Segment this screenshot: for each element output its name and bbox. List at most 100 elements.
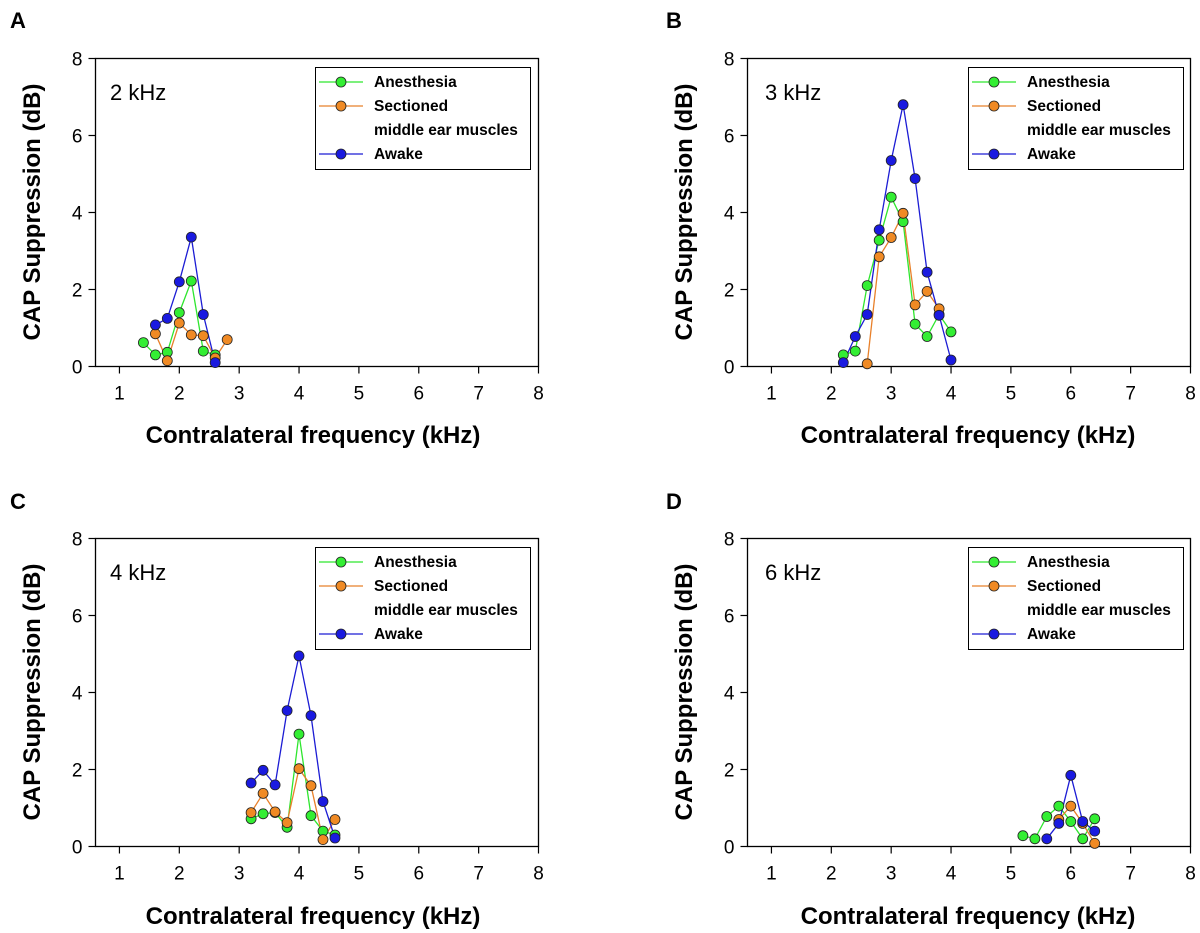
y-tick-label-b-2: 2	[724, 281, 735, 302]
series-line-sectioned-d	[1058, 805, 1096, 844]
x-tick-label-b-6: 6	[1065, 384, 1076, 405]
data-point-awake-b-0	[837, 357, 849, 369]
legend-c: Anesthesia Sectioned middle ear muscles …	[315, 547, 531, 650]
data-point-awake-a-0	[149, 319, 161, 331]
x-tick-label-a-5: 5	[354, 384, 365, 405]
y-tick-label-a-8: 8	[72, 50, 83, 71]
data-point-awake-c-5	[305, 710, 317, 721]
data-point-anesthesia-a-1	[149, 349, 161, 361]
data-point-awake-c-0	[245, 777, 257, 789]
data-point-sectioned-c-4	[293, 763, 305, 775]
panel-label-d: D	[666, 489, 682, 514]
data-point-anesthesia-c-4	[293, 728, 305, 740]
x-tick-label-a-2: 2	[174, 384, 185, 405]
condition-frequency-c: 4 kHz	[110, 560, 166, 585]
data-point-anesthesia-c-1	[257, 808, 269, 820]
data-point-anesthesia-b-4	[885, 191, 897, 203]
data-point-awake-d-1	[1053, 818, 1065, 829]
data-point-sectioned-a-6	[221, 334, 233, 346]
condition-frequency-b: 3 kHz	[765, 80, 821, 105]
x-tick-label-b-3: 3	[886, 384, 897, 405]
legend-a: Anesthesia Sectioned middle ear muscles …	[315, 67, 531, 170]
condition-frequency-d: 6 kHz	[765, 560, 821, 585]
x-tick-label-b-5: 5	[1006, 384, 1017, 405]
data-point-awake-c-1	[257, 764, 269, 776]
x-tick-label-c-2: 2	[174, 864, 185, 885]
data-point-sectioned-a-1	[161, 355, 173, 367]
legend-sectioned-label-d: Sectioned	[1027, 578, 1101, 595]
legend-box-d	[968, 547, 1184, 650]
panel-d: D 6 kHz Anesthesia Sectioned middle ear …	[666, 489, 1196, 930]
y-tick-label-c-0: 0	[72, 838, 83, 859]
y-tick-label-c-6: 6	[72, 607, 83, 628]
data-point-awake-a-5	[209, 357, 221, 369]
legend-sectioned-label-line2-a: middle ear muscles	[374, 122, 518, 139]
legend-b: Anesthesia Sectioned middle ear muscles …	[968, 67, 1184, 170]
legend-sectioned-marker-d	[988, 580, 1000, 592]
x-tick-label-c-6: 6	[413, 864, 424, 885]
legend-anesthesia-marker-d	[988, 556, 1000, 568]
data-point-sectioned-b-0	[861, 358, 873, 370]
legend-d: Anesthesia Sectioned middle ear muscles …	[968, 547, 1184, 650]
x-tick-label-b-2: 2	[826, 384, 837, 405]
data-point-anesthesia-d-1	[1029, 833, 1041, 845]
data-point-awake-d-3	[1077, 816, 1089, 827]
data-point-anesthesia-a-0	[137, 337, 149, 349]
data-point-anesthesia-b-7	[921, 331, 933, 342]
x-tick-label-c-5: 5	[354, 864, 365, 885]
x-tick-label-b-7: 7	[1125, 384, 1136, 405]
data-point-anesthesia-b-1	[849, 345, 861, 357]
series-line-anesthesia-b	[843, 195, 952, 356]
y-axis-label-a: CAP Suppression (dB)	[19, 84, 46, 341]
x-tick-label-a-8: 8	[533, 384, 544, 405]
data-point-anesthesia-c-5	[305, 810, 317, 822]
legend-awake-marker-b	[988, 148, 1000, 160]
x-tick-label-a-4: 4	[294, 384, 305, 405]
y-tick-label-b-6: 6	[724, 127, 735, 148]
legend-sectioned-marker-c	[335, 580, 347, 592]
data-point-sectioned-d-3	[1089, 838, 1101, 849]
x-tick-label-d-7: 7	[1125, 864, 1136, 885]
legend-awake-label-a: Awake	[374, 146, 423, 163]
legend-anesthesia-label-d: Anesthesia	[1027, 554, 1110, 571]
condition-frequency-a: 2 kHz	[110, 80, 166, 105]
legend-sectioned-label-c: Sectioned	[374, 578, 448, 595]
data-point-anesthesia-d-4	[1065, 816, 1077, 827]
legend-sectioned-marker-a	[335, 100, 347, 112]
legend-sectioned-marker-b	[988, 100, 1000, 112]
x-tick-label-b-4: 4	[946, 384, 957, 405]
legend-sectioned-label-line2-c: middle ear muscles	[374, 602, 518, 619]
y-tick-label-d-0: 0	[724, 838, 735, 859]
data-point-sectioned-b-2	[885, 232, 897, 243]
legend-box-a	[315, 67, 531, 170]
x-tick-label-d-5: 5	[1006, 864, 1017, 885]
x-axis-label-c: Contralateral frequency (kHz)	[146, 903, 481, 930]
data-point-awake-b-3	[873, 224, 885, 236]
legend-awake-label-c: Awake	[374, 626, 423, 643]
data-point-anesthesia-d-3	[1053, 800, 1065, 812]
data-point-anesthesia-b-2	[861, 280, 873, 292]
data-point-awake-c-6	[317, 796, 329, 807]
x-tick-label-c-4: 4	[294, 864, 305, 885]
data-point-awake-a-1	[161, 312, 173, 324]
data-point-sectioned-c-2	[269, 806, 281, 818]
data-point-sectioned-b-4	[909, 299, 921, 311]
y-tick-label-d-8: 8	[724, 530, 735, 551]
data-point-awake-b-9	[945, 354, 957, 366]
x-tick-label-a-6: 6	[413, 384, 424, 405]
legend-anesthesia-marker-b	[988, 76, 1000, 88]
y-tick-label-b-8: 8	[724, 50, 735, 71]
legend-anesthesia-label-c: Anesthesia	[374, 554, 457, 571]
data-point-awake-c-2	[269, 779, 281, 791]
y-tick-label-d-4: 4	[724, 684, 735, 705]
legend-anesthesia-label-a: Anesthesia	[374, 74, 457, 91]
y-axis-label-b: CAP Suppression (dB)	[671, 84, 698, 341]
legend-awake-marker-d	[988, 628, 1000, 640]
data-point-anesthesia-b-3	[873, 234, 885, 246]
data-point-awake-b-6	[909, 173, 921, 185]
data-point-awake-b-8	[933, 309, 945, 321]
legend-sectioned-label-line2-b: middle ear muscles	[1027, 122, 1171, 139]
legend-sectioned-label-b: Sectioned	[1027, 98, 1101, 115]
legend-anesthesia-label-b: Anesthesia	[1027, 74, 1110, 91]
